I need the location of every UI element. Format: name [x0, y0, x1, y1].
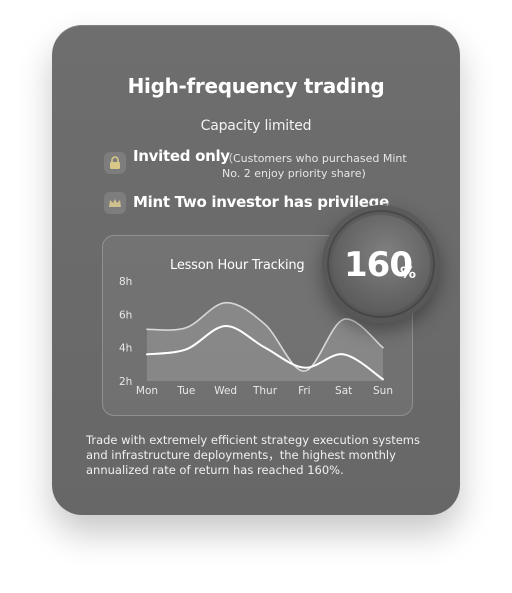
gauge-value: 160: [344, 245, 413, 285]
description-text: Trade with extremely efficient strategy …: [86, 433, 420, 477]
return-gauge: [322, 205, 440, 323]
y-tick-label: 8h: [119, 276, 132, 288]
y-tick-label: 6h: [119, 309, 132, 321]
gauge-face: [332, 215, 430, 313]
investor-privilege-title: Mint Two investor has privilege: [133, 193, 389, 211]
lock-icon: [104, 152, 126, 174]
x-tick-label: Fri: [298, 385, 311, 397]
x-tick-label: Thur: [252, 385, 278, 397]
x-tick-label: Sun: [373, 385, 393, 397]
series-line-0: [146, 301, 384, 372]
invited-only-title: Invited only: [133, 147, 230, 165]
card-subtitle: Capacity limited: [200, 118, 312, 134]
invited-only-note: （Customers who purchased Mint No. 2 enjo…: [222, 152, 407, 180]
series-area-0: [147, 302, 383, 381]
card-title: High-frequency trading: [127, 74, 385, 98]
series-line-1: [146, 324, 384, 381]
x-tick-label: Tue: [176, 385, 195, 397]
y-tick-label: 2h: [119, 376, 132, 388]
x-tick-label: Wed: [214, 385, 237, 397]
x-tick-label: Sat: [335, 385, 352, 397]
y-tick-label: 4h: [119, 343, 132, 355]
gauge-unit: %: [400, 263, 417, 282]
crown-icon: [104, 192, 126, 214]
x-tick-label: Mon: [136, 385, 158, 397]
chart-title: Lesson Hour Tracking: [170, 258, 305, 273]
